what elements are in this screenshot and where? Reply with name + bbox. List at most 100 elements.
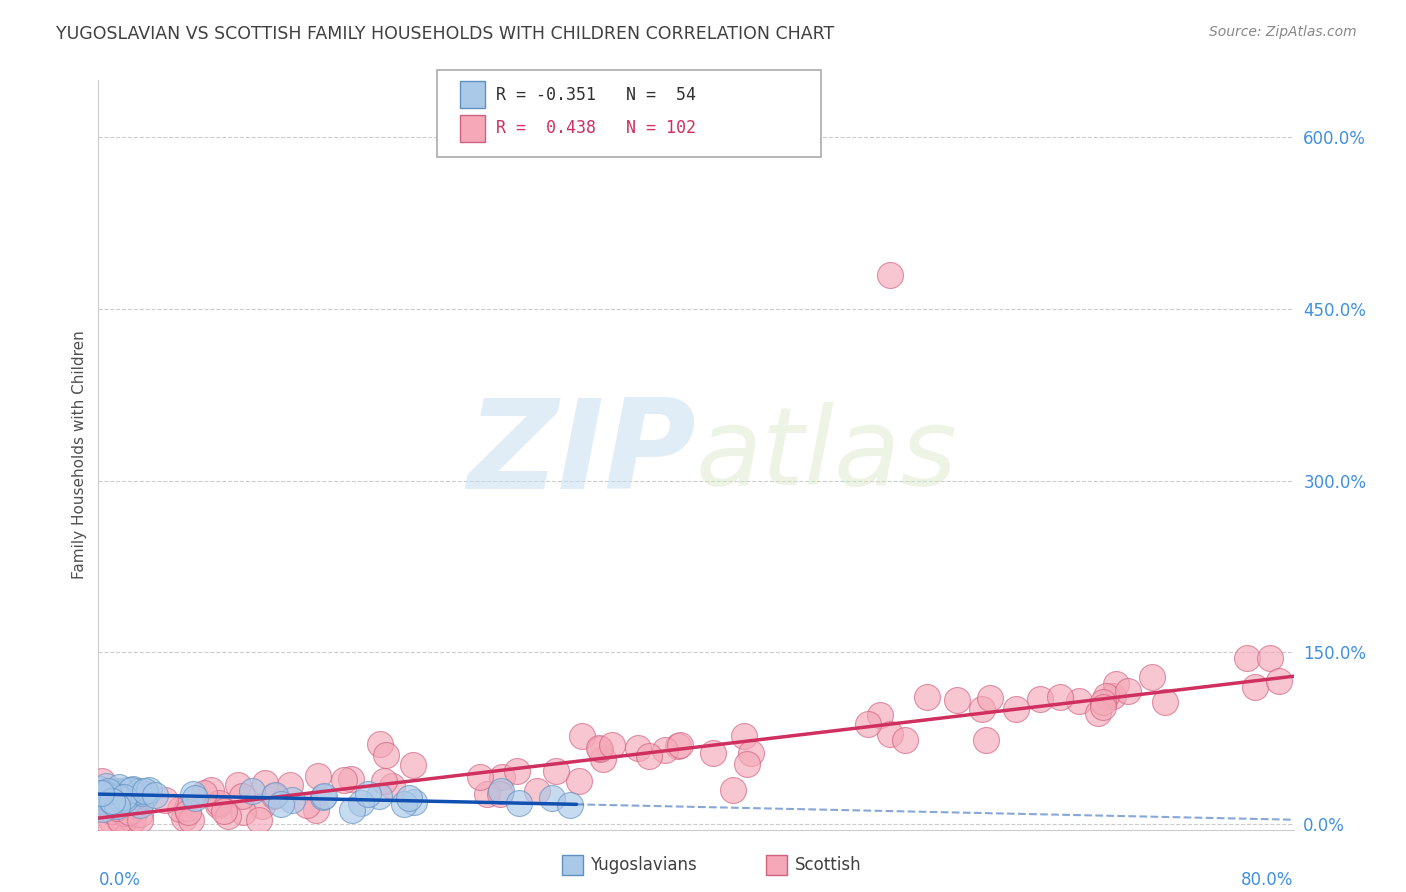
Point (737, 757, 759, 772)
Point (122, 797, 145, 812)
Point (1004, 702, 1026, 716)
Point (217, 809, 239, 823)
Point (1105, 677, 1128, 691)
Point (226, 778, 249, 792)
Point (97, 790, 120, 805)
Point (118, 805, 141, 820)
Point (114, 792, 136, 806)
Point (128, 798, 150, 813)
Point (398, 790, 420, 805)
Point (107, 790, 129, 805)
Point (879, 268, 901, 282)
Point (638, 749, 661, 764)
Point (858, 716, 880, 731)
Point (945, 693, 967, 707)
Point (468, 770, 491, 784)
Point (176, 805, 198, 819)
Text: YUGOSLAVIAN VS SCOTTISH FAMILY HOUSEHOLDS WITH CHILDREN CORRELATION CHART: YUGOSLAVIAN VS SCOTTISH FAMILY HOUSEHOLD… (56, 25, 835, 43)
Point (654, 743, 676, 757)
Point (101, 794, 124, 808)
Point (134, 783, 156, 797)
Point (1236, 651, 1258, 665)
Point (120, 783, 142, 797)
Point (240, 784, 263, 798)
Point (127, 793, 149, 807)
Point (153, 793, 176, 807)
Point (666, 739, 689, 753)
Point (124, 795, 146, 809)
Text: Scottish: Scottish (794, 856, 860, 874)
Point (94, 789, 117, 803)
Point (94, 814, 117, 828)
Point (90, 786, 112, 800)
Point (308, 769, 330, 783)
Point (560, 797, 582, 812)
Point (740, 746, 762, 760)
Point (489, 784, 512, 798)
Point (253, 776, 276, 790)
Point (91, 802, 114, 816)
Point (91, 774, 114, 789)
Point (368, 789, 391, 803)
Point (541, 790, 564, 805)
Point (915, 690, 938, 704)
Point (588, 741, 610, 756)
Point (173, 811, 195, 825)
Text: R = -0.351   N =  54: R = -0.351 N = 54 (496, 86, 696, 103)
Point (114, 783, 136, 797)
Point (100, 790, 122, 805)
Point (134, 789, 156, 804)
Point (280, 793, 302, 807)
Point (184, 791, 207, 805)
Point (138, 783, 160, 797)
Point (131, 786, 153, 800)
Point (312, 790, 335, 805)
Point (1067, 694, 1090, 708)
Point (600, 739, 623, 753)
Point (350, 796, 373, 810)
Point (94, 779, 117, 793)
Point (122, 814, 145, 828)
Point (263, 789, 285, 803)
Point (105, 795, 128, 809)
Point (212, 804, 235, 818)
Point (128, 814, 150, 828)
Point (110, 793, 132, 807)
Point (89, 790, 111, 805)
Point (101, 789, 124, 803)
Point (208, 796, 231, 810)
Y-axis label: Family Households with Children: Family Households with Children (72, 331, 87, 579)
Point (571, 729, 593, 743)
Point (128, 784, 150, 798)
Point (491, 770, 513, 784)
Text: R =  0.438   N = 102: R = 0.438 N = 102 (496, 120, 696, 137)
Point (721, 782, 744, 797)
Point (894, 733, 917, 747)
Point (169, 802, 191, 816)
Point (1243, 680, 1265, 694)
Point (1267, 674, 1289, 689)
Point (176, 800, 198, 814)
Point (193, 786, 215, 800)
Point (506, 764, 529, 778)
Point (373, 773, 395, 788)
Point (180, 814, 202, 828)
Point (247, 814, 270, 828)
Point (264, 789, 287, 803)
Point (477, 788, 499, 802)
Point (1140, 669, 1163, 683)
Point (107, 780, 129, 794)
Point (1049, 690, 1071, 704)
Point (305, 804, 328, 818)
Point (114, 806, 136, 821)
Point (114, 785, 136, 799)
Point (105, 799, 128, 814)
Point (104, 788, 127, 802)
Point (1029, 692, 1052, 706)
Text: 0.0%: 0.0% (98, 871, 141, 888)
Point (91, 786, 114, 800)
Point (592, 752, 614, 766)
Point (105, 784, 128, 798)
Point (312, 789, 335, 803)
Point (568, 774, 591, 789)
